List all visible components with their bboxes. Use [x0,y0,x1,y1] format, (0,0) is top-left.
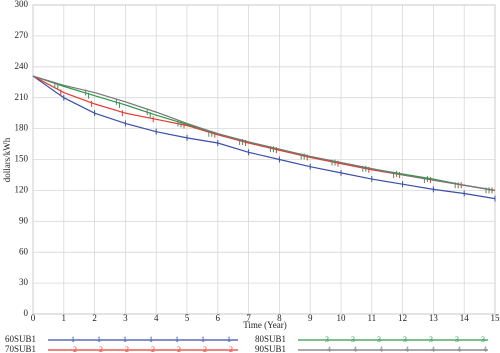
x-tick-label: 13 [429,313,439,323]
series-line [32,75,496,191]
legend-label: 60SUB1 [5,334,36,344]
y-tick-label: 30 [19,277,29,287]
y-tick-label: 0 [24,308,29,318]
legend-marker: 2 [99,345,103,353]
legend-marker: 1 [97,335,101,344]
legend-marker: 3 [403,335,407,344]
x-tick-label: 12 [398,313,407,323]
legend-marker: 3 [455,335,459,344]
y-axis-label: dollars/kWh [2,137,12,182]
legend-marker: 2 [73,345,77,353]
legend-marker: 2 [125,345,129,353]
legend-marker: 1 [175,335,179,344]
y-tick-label: 270 [15,30,29,40]
legend-marker: 4 [457,345,461,353]
legend-marker: 4 [327,345,331,353]
y-tick-label: 300 [15,0,29,9]
legend-marker: 1 [149,335,153,344]
legend-marker: 3 [325,335,329,344]
legend-marker: 4 [431,345,435,353]
legend-marker: 4 [483,345,487,353]
y-tick-label: 60 [19,246,29,256]
x-tick-label: 3 [123,313,128,323]
legend-marker: 3 [377,335,381,344]
legend-marker: 4 [353,345,357,353]
x-tick-label: 1 [62,313,67,323]
x-tick-label: 0 [31,313,36,323]
legend-marker: 1 [123,335,127,344]
legend-marker: 2 [177,345,181,353]
x-tick-label: 15 [491,313,500,323]
legend-label: 90SUB1 [255,344,286,353]
x-tick-label: 9 [308,313,313,323]
y-tick-label: 180 [15,123,29,133]
legend-label: 70SUB1 [5,344,36,353]
y-tick-label: 240 [15,61,29,71]
legend-marker: 4 [405,345,409,353]
x-tick-label: 8 [277,313,282,323]
x-tick-label: 5 [185,313,190,323]
x-axis-label: Time (Year) [243,320,287,330]
legend-marker: 1 [71,335,75,344]
legend-marker: 3 [429,335,433,344]
series-line [32,75,496,191]
y-tick-label: 210 [15,92,29,102]
legend-marker: 1 [201,335,205,344]
x-tick-label: 11 [367,313,376,323]
y-tick-label: 90 [19,215,29,225]
x-tick-label: 10 [337,313,347,323]
legend-marker: 3 [481,335,485,344]
legend-label: 80SUB1 [255,334,286,344]
x-tick-label: 14 [460,313,470,323]
y-tick-label: 120 [15,184,29,194]
legend-marker: 2 [229,345,233,353]
legend-marker: 1 [227,335,231,344]
legend-marker: 3 [351,335,355,344]
x-tick-label: 4 [154,313,159,323]
x-tick-label: 7 [246,313,251,323]
x-tick-label: 6 [216,313,221,323]
series-line [32,75,496,200]
legend-marker: 4 [379,345,383,353]
legend-marker: 2 [151,345,155,353]
legend-marker: 2 [203,345,207,353]
series-line [32,75,496,191]
y-tick-label: 150 [15,154,29,164]
x-tick-label: 2 [92,313,97,323]
